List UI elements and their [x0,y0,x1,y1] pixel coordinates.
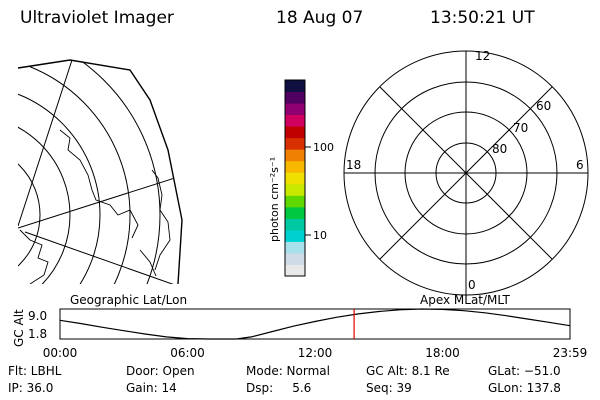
polar-lat-label-70: 70 [513,121,528,135]
polar-label-18: 18 [346,158,361,172]
glon-field: GLon: 137.8 [488,381,561,395]
geographic-map [17,59,183,285]
colorbar-tick-label-100: 100 [313,141,334,154]
colorbar-swatch [285,103,305,116]
map-latitude-circle [18,84,101,284]
map-latitude-circle [18,60,131,284]
altitude-xtick-label: 12:00 [298,346,333,360]
colorbar-tick-label-10: 10 [313,229,327,242]
seq-field: Seq: 39 [366,381,412,395]
map-meridian [18,169,182,229]
mode-field: Mode: Normal [246,364,330,378]
ip-field: IP: 36.0 [8,381,54,395]
altitude-ytick-label-min: 1.8 [28,327,47,341]
colorbar-swatch [285,264,305,277]
colorbar-swatch [285,195,305,208]
geographic-map-label: Geographic Lat/Lon [70,293,187,307]
colorbar-swatch [285,160,305,173]
colorbar-swatch [285,241,305,254]
apex-polar-plot [343,50,589,296]
coastline [19,229,49,284]
date-label: 18 Aug 07 [276,8,364,28]
altitude-xtick-label: 00:00 [43,346,78,360]
colorbar-swatch [285,91,305,104]
altitude-y-axis-label: GC Alt [12,309,26,347]
instrument-title: Ultraviolet Imager [20,8,174,28]
polar-label-0: 0 [468,278,476,292]
colorbar-swatch [285,206,305,219]
colorbar [285,80,305,277]
colorbar-frame [284,79,306,277]
map-latitude-circle [18,114,71,284]
apex-map-label: Apex MLat/MLT [420,293,510,307]
map-meridian [18,60,73,227]
map-latitude-circle [18,60,161,284]
glat-field: GLat: −51.0 [488,364,561,378]
colorbar-swatch [285,229,305,242]
colorbar-unit-label: photon cm⁻²s⁻¹ [268,157,281,242]
coastline [59,129,139,239]
altitude-xtick-label: 18:00 [425,346,460,360]
polar-lat-label-60: 60 [536,99,551,113]
polar-label-6: 6 [576,158,584,172]
dsp-field: Dsp: 5.6 [246,381,312,395]
map-boundary [17,59,183,285]
map-meridian [24,231,176,284]
time-label: 13:50:21 UT [430,8,535,28]
coastline [139,249,157,277]
flt-field: Flt: LBHL [8,364,62,378]
altitude-chart: 00:00 06:00 12:00 18:00 23:59 [43,308,588,360]
gc-alt-field: GC Alt: 8.1 Re [366,364,450,378]
map-latitude-circle [18,144,41,284]
altitude-xtick-label: 06:00 [170,346,205,360]
colorbar-swatch [285,80,305,93]
colorbar-swatch [285,149,305,162]
colorbar-swatch [285,114,305,127]
colorbar-swatch [285,183,305,196]
colorbar-swatch [285,126,305,139]
coastline [151,169,171,271]
colorbar-swatch [285,137,305,150]
altitude-chart-frame [59,308,571,340]
altitude-xtick-label: 23:59 [553,346,588,360]
door-field: Door: Open [126,364,195,378]
polar-diagonal [379,86,553,260]
polar-label-12: 12 [475,49,490,63]
colorbar-swatch [285,252,305,265]
colorbar-swatch [285,172,305,185]
polar-lat-label-80: 80 [492,142,507,156]
altitude-ytick-label-max: 9.0 [28,309,47,323]
colorbar-swatch [285,218,305,231]
gain-field: Gain: 14 [126,381,177,395]
altitude-series-line [59,308,571,340]
